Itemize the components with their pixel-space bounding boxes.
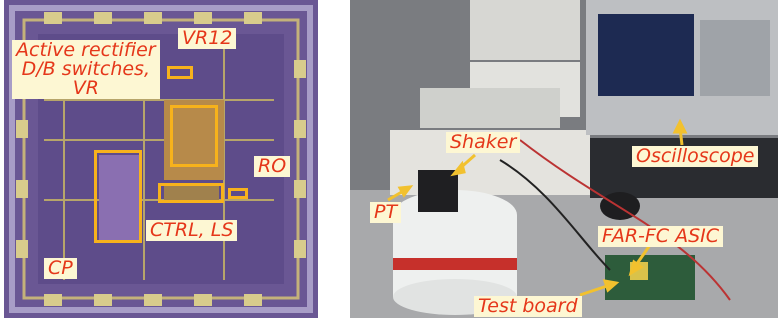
lab-setup-photo: Shaker Oscilloscope PT FAR-FC ASIC Test … (350, 0, 778, 318)
label-ctrl-ls: CTRL, LS (146, 220, 238, 241)
rectifier-highlight-box (170, 105, 218, 167)
lab-scene-drawing (350, 0, 778, 318)
label-asic: FAR-FC ASIC (598, 226, 724, 247)
label-shaker: Shaker (446, 132, 521, 153)
label-vr12: VR12 (178, 28, 237, 49)
ctrl-highlight-box (158, 183, 224, 203)
ro-highlight-box (228, 188, 248, 199)
chip-micrograph: Active rectifier D/B switches, VR VR12 R… (4, 0, 318, 318)
label-test-board: Test board (474, 296, 582, 317)
label-oscilloscope: Oscilloscope (632, 146, 759, 167)
label-pt: PT (370, 202, 402, 223)
label-cp: CP (44, 258, 77, 279)
label-ro: RO (254, 156, 291, 177)
cp-highlight-box (94, 150, 142, 243)
label-active-rectifier: Active rectifier D/B switches, VR (12, 40, 160, 99)
vr12-highlight-box (167, 66, 193, 79)
